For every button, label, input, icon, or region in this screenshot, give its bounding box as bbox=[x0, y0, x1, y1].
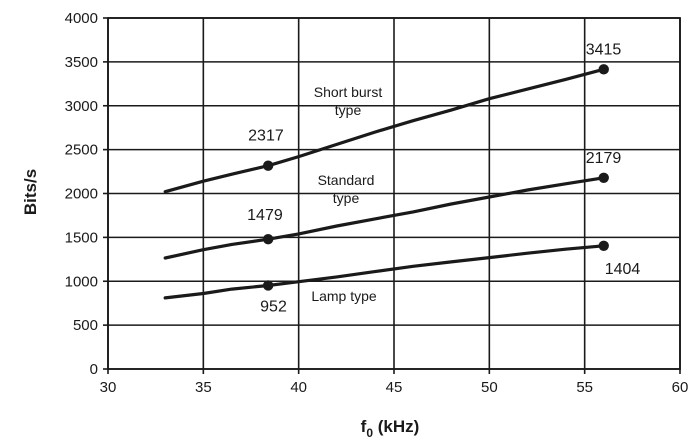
data-markers bbox=[262, 64, 609, 291]
series-line-short-burst bbox=[163, 67, 606, 194]
x-tick-label: 40 bbox=[290, 379, 307, 396]
series-annotation-standard: Standard type bbox=[318, 172, 375, 206]
data-label: 2317 bbox=[248, 128, 284, 145]
data-label: 1479 bbox=[247, 207, 283, 224]
series-annotation-line: type bbox=[335, 102, 362, 118]
series-annotation-line: type bbox=[333, 190, 360, 206]
x-axis-title-unit: (kHz) bbox=[373, 417, 419, 436]
series-lines bbox=[163, 67, 606, 300]
x-tick-label: 35 bbox=[195, 379, 212, 396]
y-tick-label: 500 bbox=[73, 317, 98, 334]
data-label: 2179 bbox=[586, 150, 622, 167]
series-annotation-lamp: Lamp type bbox=[311, 288, 377, 304]
data-label: 3415 bbox=[586, 41, 622, 58]
data-labels: 2317 3415 1479 2179 952 1404 bbox=[247, 41, 640, 315]
data-point-marker bbox=[262, 234, 274, 245]
y-tick-label: 4000 bbox=[65, 10, 98, 27]
y-tick-label: 2000 bbox=[65, 186, 98, 203]
data-point-marker bbox=[262, 280, 274, 291]
series-annotation-line: Short burst bbox=[314, 84, 383, 100]
y-tick-label: 1000 bbox=[65, 273, 98, 290]
x-axis-title-subscript: 0 bbox=[366, 426, 373, 440]
data-label: 952 bbox=[260, 298, 287, 315]
data-label: 1404 bbox=[605, 261, 641, 278]
y-axis-title: Bits/s bbox=[21, 169, 40, 215]
x-tick-label: 60 bbox=[672, 379, 689, 396]
plot-frame bbox=[107, 17, 681, 370]
data-point-marker bbox=[598, 240, 609, 251]
series-annotation-line: Lamp type bbox=[311, 288, 377, 304]
x-tick-label: 55 bbox=[576, 379, 593, 396]
y-tick-label: 0 bbox=[90, 361, 98, 378]
series-annotation-short-burst: Short burst type bbox=[314, 84, 383, 118]
x-tick-label: 50 bbox=[481, 379, 498, 396]
y-tick-label: 1500 bbox=[65, 229, 98, 246]
y-tick-label: 3500 bbox=[65, 54, 98, 71]
x-axis-title-main: f bbox=[361, 417, 367, 436]
series-annotations: Short burst type Standard type Lamp type bbox=[311, 84, 382, 304]
x-tick-label: 30 bbox=[100, 379, 117, 396]
data-point-marker bbox=[262, 160, 274, 171]
y-tick-labels: 0 500 1000 1500 2000 2500 3000 3500 4000 bbox=[65, 10, 98, 378]
x-tick-label: 45 bbox=[386, 379, 403, 396]
series-line-lamp bbox=[163, 244, 606, 300]
y-tick-label: 2500 bbox=[65, 142, 98, 159]
data-point-marker bbox=[598, 64, 609, 75]
series-line-standard bbox=[163, 176, 606, 260]
y-tick-label: 3000 bbox=[65, 98, 98, 115]
x-axis-title: f0 (kHz) bbox=[361, 417, 420, 440]
series-annotation-line: Standard bbox=[318, 172, 375, 188]
x-tick-labels: 30 35 40 45 50 55 60 bbox=[100, 379, 689, 396]
data-point-marker bbox=[598, 172, 609, 183]
